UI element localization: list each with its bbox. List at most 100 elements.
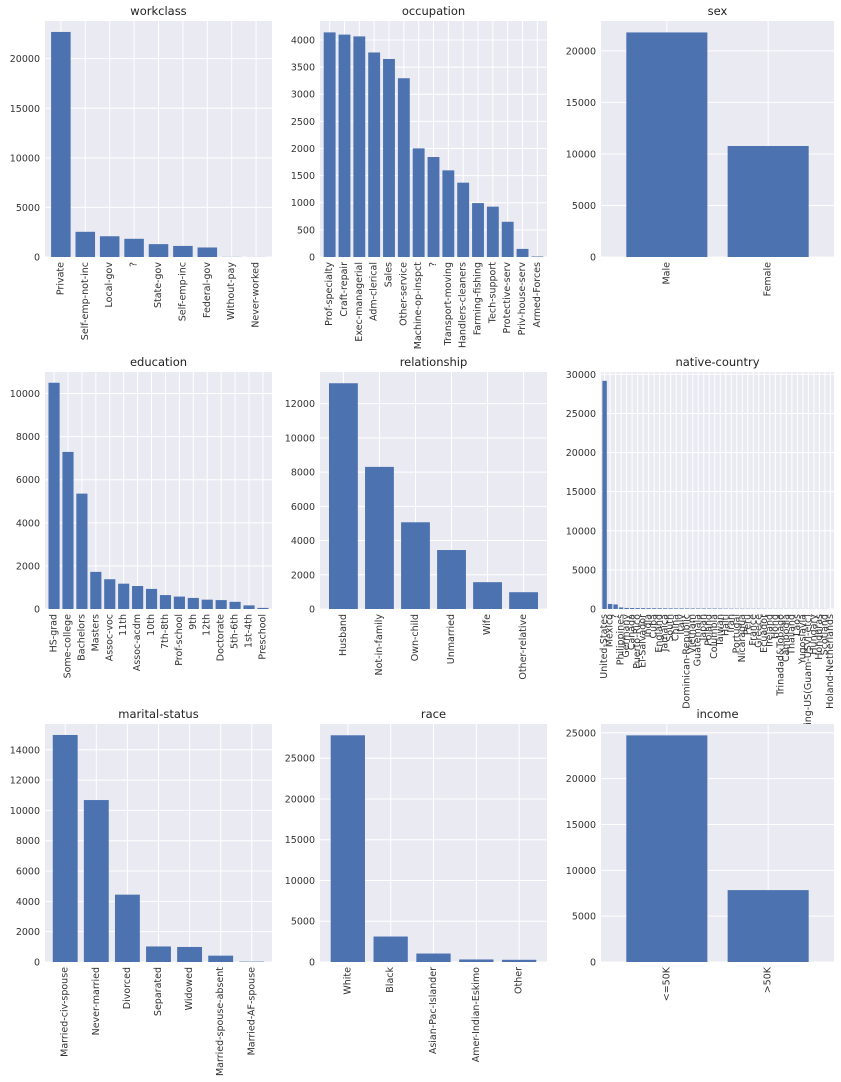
panel-education: 0 2000 4000 6000 8000 10000 HS-grad Some-colleg…: [10, 355, 272, 678]
x-tick-label: Without-pay: [226, 262, 237, 320]
x-tick-label: Protective-serv: [502, 262, 513, 334]
x-tick-label: Other-service: [398, 262, 409, 326]
x-tick-label: Mexico: [605, 614, 616, 647]
bar-Farming-fishing: [472, 203, 484, 257]
y-tick-label: 2000: [16, 927, 40, 938]
y-tick-label: 0: [309, 958, 315, 969]
x-tick-label: Federal-gov: [202, 262, 213, 318]
bar-Self-emp-not-inc: [75, 231, 96, 257]
x-tick-label: Self-emp-not-inc: [80, 262, 91, 340]
bar-Private: [51, 31, 71, 257]
bar-?: [427, 157, 440, 257]
bar-State-gov: [148, 244, 169, 257]
panel-marital-status: 0 2000 4000 6000 8000 10000 12000 14000 Married-…: [10, 707, 272, 1076]
x-tick-label: Other-relative: [518, 614, 529, 680]
x-tick-label: Separated: [153, 967, 164, 1016]
bar-Philippines: [618, 607, 624, 609]
x-tick-label: Taiwan: [715, 614, 726, 647]
x-tick-label: Armed-Forces: [532, 262, 543, 327]
y-tick-label: 5000: [572, 912, 596, 923]
x-tick-label: Doctorate: [216, 614, 227, 661]
y-tick-label: 10000: [566, 149, 596, 160]
panel-native-country: 0 5000 10000 15000 20000 25000 30000 United-Sta…: [566, 355, 836, 750]
bar-Other: [502, 959, 537, 962]
x-tick-label: Germany: [621, 614, 632, 658]
y-tick-label: 20000: [566, 448, 596, 459]
x-tick-label: ?: [129, 262, 140, 267]
y-tick-label: 8000: [16, 836, 40, 847]
x-tick-label: Machine-op-inspct: [413, 262, 424, 350]
bar-Priv-house-serv: [516, 248, 529, 257]
bar-Vietnam: [690, 608, 695, 609]
x-tick-label: >50K: [763, 966, 774, 993]
x-tick-label: Married-spouse-absent: [215, 967, 226, 1076]
y-tick-label: 25000: [285, 754, 315, 765]
x-tick-label: China: [671, 614, 682, 641]
bar-Craft-repair: [338, 34, 351, 258]
y-tick-label: 2500: [291, 117, 315, 128]
y-tick-label: 10000: [566, 866, 596, 877]
x-tick-label: Never-married: [91, 967, 102, 1035]
x-tick-label: South: [665, 614, 676, 642]
x-tick-label: Greece: [753, 614, 764, 648]
x-tick-label: Husband: [338, 614, 349, 656]
bar-Local-gov: [99, 236, 120, 257]
bar->50K: [727, 890, 809, 962]
x-tick-label: Outlying-US(Guam-USVI-etc): [803, 614, 814, 750]
x-tick-label: Guatemala: [693, 614, 704, 666]
x-tick-label: Private: [55, 262, 66, 295]
bar-Male: [626, 32, 708, 257]
x-tick-label: Assoc-voc: [104, 614, 115, 661]
y-tick-label: 4000: [291, 35, 315, 46]
y-tick-label: 8000: [16, 432, 40, 443]
y-tick-label: 0: [34, 253, 40, 264]
y-tick-label: 0: [34, 605, 40, 616]
chart-title: native-country: [675, 355, 759, 369]
bar-Sales: [383, 58, 395, 257]
y-tick-label: 30000: [566, 370, 596, 381]
y-tick-label: 20000: [285, 794, 315, 805]
bar-United-States: [602, 380, 607, 609]
x-tick-label: 5th-6th: [230, 614, 241, 649]
x-tick-label: Bachelors: [76, 614, 87, 661]
y-tick-label: 10000: [566, 526, 596, 537]
x-tick-label: Hong: [770, 614, 781, 639]
x-tick-label: Canada: [627, 614, 638, 650]
bar-Adm-clerical: [368, 52, 381, 257]
bar-Married-spouse-absent: [208, 955, 234, 962]
y-tick-label: 2000: [291, 570, 315, 581]
x-tick-label: Widowed: [184, 967, 195, 1010]
x-tick-label: Married-AF-spouse: [246, 967, 257, 1056]
chart-title: education: [130, 355, 187, 369]
panel-relationship: 0 2000 4000 6000 8000 10000 12000 Husband Not-in…: [285, 355, 547, 680]
x-tick-label: Poland: [704, 614, 715, 646]
x-tick-label: Priv-house-serv: [517, 262, 528, 336]
x-tick-label: Never-worked: [251, 262, 262, 328]
bar-Other-relative: [509, 592, 538, 609]
x-tick-label: Ireland: [764, 614, 775, 647]
bar-Husband: [329, 383, 358, 609]
bar-Divorced: [114, 894, 140, 962]
x-tick-label: 10th: [146, 614, 157, 636]
x-tick-label: Amer-Indian-Eskimo: [471, 967, 482, 1062]
y-tick-label: 6000: [291, 502, 315, 513]
bar-Black: [373, 936, 408, 962]
x-tick-label: Prof-school: [174, 614, 185, 666]
y-tick-label: 1000: [291, 198, 315, 209]
y-tick-label: 4000: [16, 518, 40, 529]
bar-Protective-serv: [501, 221, 514, 257]
x-tick-label: Self-emp-inc: [177, 262, 188, 321]
bar-South: [668, 608, 673, 609]
plot-area: [601, 372, 834, 609]
y-tick-label: 10000: [285, 876, 315, 887]
y-tick-label: 12000: [285, 399, 315, 410]
bar-<=50K: [626, 735, 708, 962]
x-tick-label: Own-child: [410, 614, 421, 661]
chart-title: relationship: [400, 355, 468, 369]
y-tick-label: 0: [590, 605, 596, 616]
x-tick-label: Craft-repair: [339, 262, 350, 317]
bar-Prof-school: [173, 596, 185, 609]
x-tick-label: Jamaica: [660, 614, 671, 652]
y-tick-label: 4000: [16, 897, 40, 908]
x-tick-label: Adm-clerical: [369, 262, 380, 321]
